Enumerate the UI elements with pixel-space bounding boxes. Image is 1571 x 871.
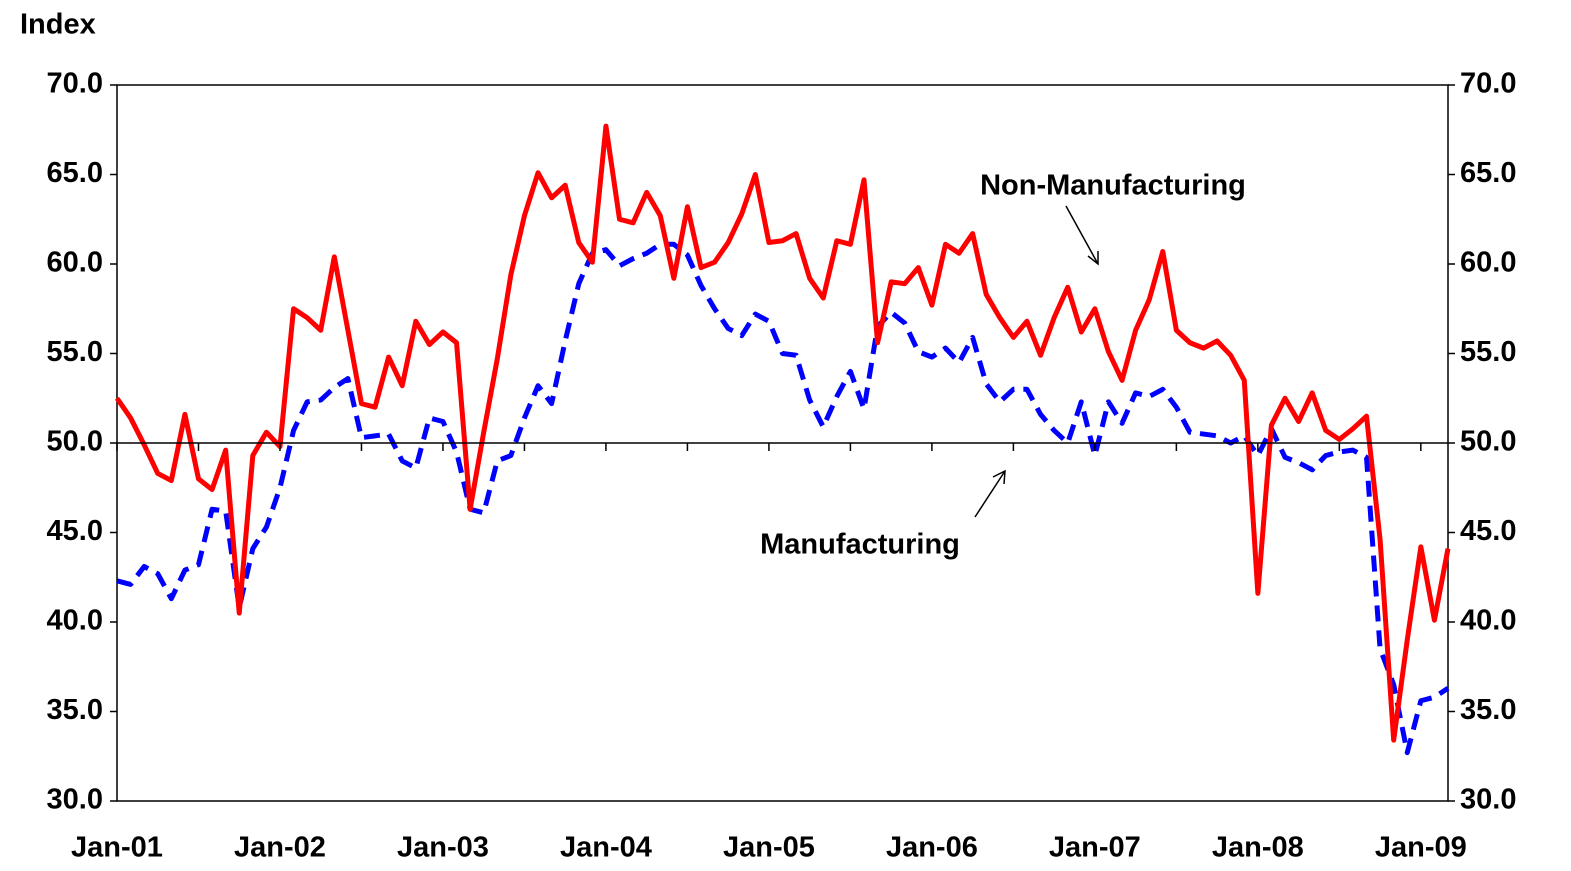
x-tick-label: Jan-02: [234, 832, 326, 864]
x-tick-label: Jan-04: [560, 832, 652, 864]
y2-tick-label: 70.0: [1460, 68, 1516, 100]
y-tick-label: 65.0: [47, 157, 103, 189]
y2-tick-label: 50.0: [1460, 426, 1516, 458]
x-tick-label: Jan-01: [71, 832, 163, 864]
arrow-head: [1087, 251, 1099, 266]
x-tick-label: Jan-05: [723, 832, 815, 864]
y-tick-label: 70.0: [47, 68, 103, 100]
y-tick-label: 30.0: [47, 784, 103, 816]
arrow-head: [992, 469, 1006, 485]
x-tick-label: Jan-03: [397, 832, 489, 864]
y2-tick-label: 45.0: [1460, 515, 1516, 547]
annotation-arrow: [1065, 205, 1099, 265]
y2-tick-label: 60.0: [1460, 247, 1516, 279]
y-tick-label: 45.0: [47, 515, 103, 547]
series-line: [116, 241, 1450, 756]
annotation-arrow: [974, 470, 1006, 518]
y-tick-label: 60.0: [47, 247, 103, 279]
x-tick-label: Jan-09: [1375, 832, 1467, 864]
series-line: [114, 123, 1451, 743]
x-tick-label: Jan-07: [1049, 832, 1141, 864]
y-tick-label: 35.0: [47, 694, 103, 726]
y-tick-label: 55.0: [47, 336, 103, 368]
y-axis-title: Index: [20, 9, 96, 41]
y2-tick-label: 65.0: [1460, 157, 1516, 189]
y2-tick-label: 55.0: [1460, 336, 1516, 368]
y2-tick-label: 40.0: [1460, 605, 1516, 637]
x-tick-label: Jan-08: [1212, 832, 1304, 864]
annotation: Non-Manufacturing: [980, 170, 1246, 202]
y-tick-label: 40.0: [47, 605, 103, 637]
x-tick-label: Jan-06: [886, 832, 978, 864]
y2-tick-label: 35.0: [1460, 694, 1516, 726]
annotation: Manufacturing: [760, 529, 960, 561]
y-tick-label: 50.0: [47, 426, 103, 458]
y2-tick-label: 30.0: [1460, 784, 1516, 816]
